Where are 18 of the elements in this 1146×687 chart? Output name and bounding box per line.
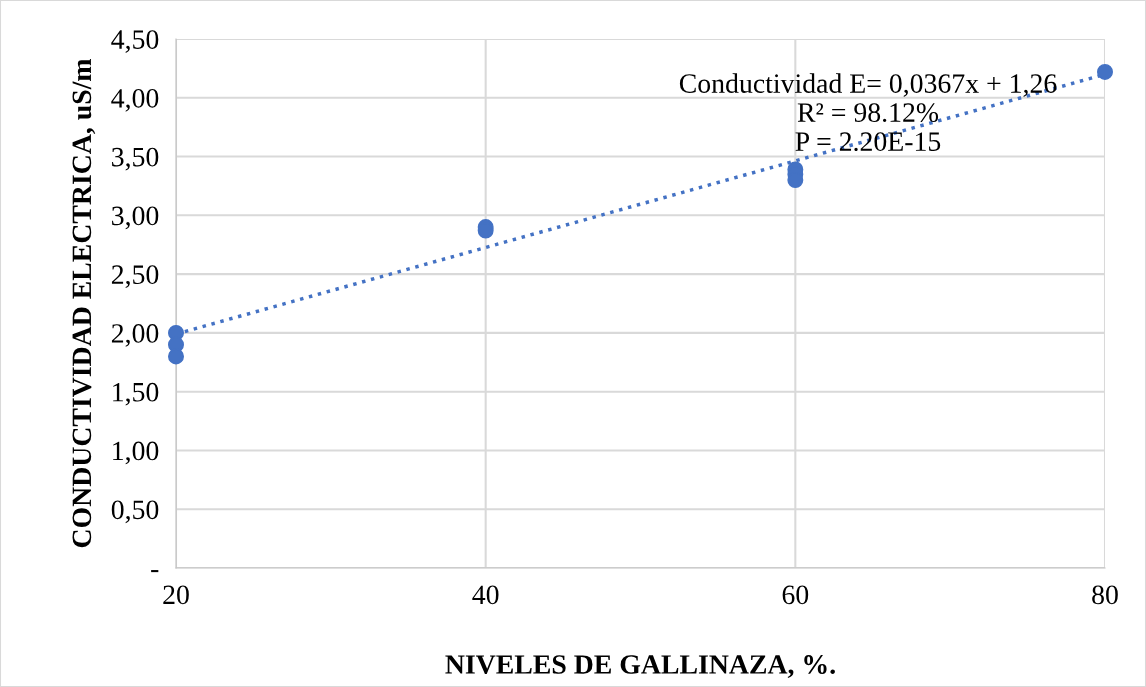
y-tick-label: - [151, 570, 159, 573]
x-tick-label: 20 [163, 585, 189, 605]
x-tick-label: 60 [782, 585, 809, 605]
x-tick-label: 80 [1092, 585, 1118, 605]
x-axis-title: NIVELES DE GALLINAZA, %. [445, 655, 835, 678]
point [168, 348, 184, 365]
y-tick-label: 1,00 [113, 441, 159, 465]
y-tick-label: 2,50 [111, 265, 159, 289]
y-tick-label: 4,00 [111, 88, 159, 112]
y-tick-label: 1,50 [113, 382, 159, 406]
y-tick-label: 2,00 [111, 324, 159, 347]
y-axis-title: CONDUCTIVIDAD ELECTRICA, uS/m [72, 58, 96, 548]
y-tick-label: 3,00 [112, 206, 159, 230]
y-tick-label: 4,50 [111, 30, 159, 53]
y-tick-label: 0,50 [111, 500, 159, 524]
y-tick-label: 3,50 [112, 147, 159, 171]
x-tick-label: 40 [472, 585, 499, 605]
point [1097, 63, 1113, 80]
